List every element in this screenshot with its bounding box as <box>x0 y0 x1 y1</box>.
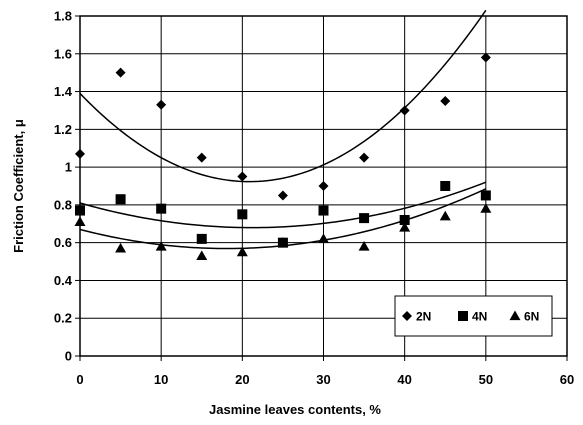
data-point-2n <box>156 99 167 110</box>
y-tick-label: 0.6 <box>54 235 72 250</box>
data-point-4n <box>196 233 207 244</box>
data-point-6n <box>74 216 86 227</box>
data-point-4n <box>115 194 126 205</box>
data-point-2n <box>359 152 370 163</box>
y-tick-label: 1.2 <box>54 122 72 137</box>
data-point-2n <box>115 67 126 78</box>
trendline-2n <box>79 9 487 183</box>
data-point-2n <box>237 171 248 182</box>
y-tick-label: 0.2 <box>54 311 72 326</box>
x-tick-label: 0 <box>76 372 83 387</box>
x-tick-label: 20 <box>235 372 249 387</box>
data-point-4n <box>440 181 451 191</box>
y-tick-label: 1.8 <box>54 9 72 24</box>
data-point-6n <box>236 246 248 257</box>
points-layer <box>74 52 492 261</box>
data-point-2n <box>196 152 207 163</box>
x-axis-title: Jasmine leaves contents, % <box>209 402 381 417</box>
data-point-6n <box>480 203 492 213</box>
data-point-2n <box>318 181 329 191</box>
data-point-4n <box>237 209 248 220</box>
data-point-6n <box>439 210 451 221</box>
data-point-4n <box>318 205 329 216</box>
legend-label-2n: 2N <box>416 310 431 324</box>
x-tick-label: 10 <box>154 372 168 387</box>
data-point-6n <box>277 237 289 247</box>
data-point-6n <box>318 233 329 244</box>
x-tick-label: 50 <box>479 372 493 387</box>
y-tick-label: 0.8 <box>54 197 72 212</box>
tick-layer: 0 0.2 0.4 0.6 0.8 1 1.2 1.4 1.6 1.8 0 10 20 30 40 50 60 <box>54 9 574 388</box>
data-point-4n <box>480 190 491 201</box>
data-point-4n <box>359 213 370 224</box>
data-point-2n <box>75 148 85 159</box>
data-point-2n <box>277 190 288 201</box>
x-tick-label: 60 <box>560 372 574 387</box>
legend-marker-4n <box>458 311 468 321</box>
data-point-6n <box>196 250 208 261</box>
y-tick-label: 1.4 <box>54 84 73 99</box>
data-point-6n <box>358 240 370 251</box>
legend-items: 2N 4N 6N <box>402 310 539 324</box>
legend-label-6n: 6N <box>524 310 539 324</box>
data-point-2n <box>440 96 451 106</box>
legend-marker-2n <box>402 311 412 321</box>
y-axis-title: Friction Coefficient, μ <box>11 119 26 253</box>
legend-marker-6n <box>509 310 521 321</box>
y-tick-label: 1 <box>65 160 72 175</box>
legend: 2N 4N 6N <box>394 295 553 337</box>
legend-label-4n: 4N <box>472 310 487 324</box>
data-point-2n <box>399 105 410 116</box>
data-point-4n <box>75 205 85 216</box>
x-tick-label: 40 <box>397 372 411 387</box>
data-point-4n <box>399 215 410 225</box>
trendline-4n <box>79 181 487 229</box>
y-tick-label: 1.6 <box>54 46 72 61</box>
y-tick-label: 0 <box>65 349 72 364</box>
legend-box <box>394 295 553 337</box>
x-tick-label: 30 <box>316 372 330 387</box>
data-point-6n <box>399 222 411 232</box>
data-point-6n <box>155 240 167 251</box>
data-point-6n <box>115 242 127 253</box>
data-point-4n <box>156 203 167 214</box>
y-tick-label: 0.4 <box>54 273 73 288</box>
data-point-2n <box>480 52 491 63</box>
